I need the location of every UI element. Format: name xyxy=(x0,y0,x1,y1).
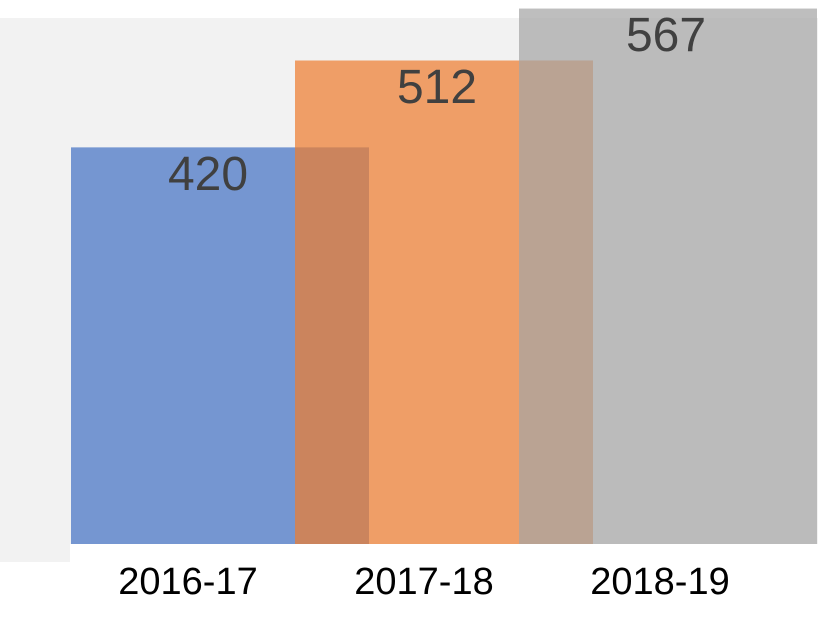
x-tick-label: 2017-18 xyxy=(354,561,493,603)
plot-background xyxy=(0,544,70,562)
value-label: 512 xyxy=(397,61,477,114)
value-label: 567 xyxy=(626,9,706,62)
x-tick-label: 2016-17 xyxy=(118,561,257,603)
value-label: 420 xyxy=(168,148,248,201)
x-tick-label: 2018-19 xyxy=(590,561,729,603)
bar xyxy=(519,8,817,544)
